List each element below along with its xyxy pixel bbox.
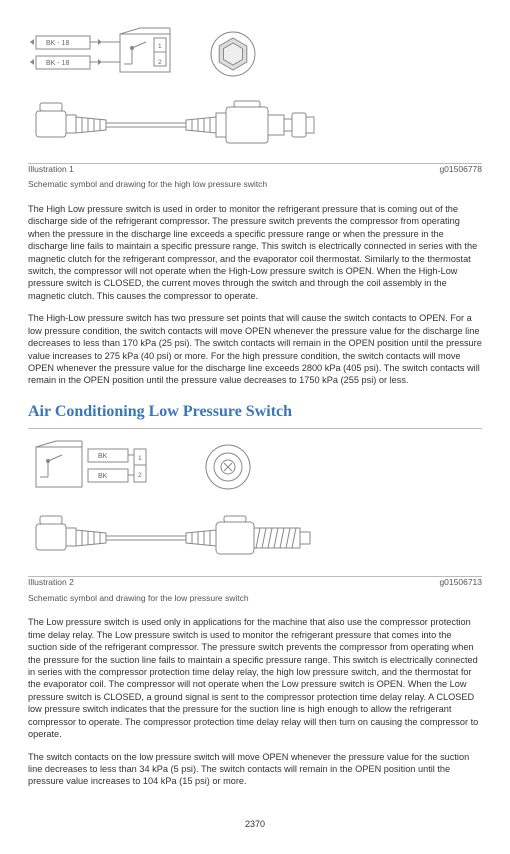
figure-2-drawing-svg: [28, 502, 328, 572]
fig2-pin-1: 1: [138, 455, 142, 462]
fig1-pin-1: 1: [158, 43, 162, 50]
paragraph-1: The High Low pressure switch is used in …: [28, 203, 482, 302]
fig1-drawing-id: g01506778: [439, 164, 482, 175]
fig1-pin-2: 2: [158, 59, 162, 66]
fig2-bk-label-2: BK: [98, 473, 108, 480]
fig2-illustration-label: Illustration 2: [28, 577, 74, 588]
paragraph-4: The switch contacts on the low pressure …: [28, 751, 482, 788]
fig2-caption: Schematic symbol and drawing for the low…: [28, 593, 482, 604]
fig1-caption: Schematic symbol and drawing for the hig…: [28, 179, 482, 190]
figure-1-drawing-svg: [28, 89, 328, 159]
paragraph-2: The High-Low pressure switch has two pre…: [28, 312, 482, 387]
fig1-bk-label-2: BK - 18: [46, 60, 69, 67]
figure-1-schematic-area: BK - 18 BK - 18 1 2: [28, 24, 482, 164]
figure-1-schematic-svg: BK - 18 BK - 18 1 2: [28, 24, 288, 89]
figure-2-schematic-area: BK BK 1 2: [28, 437, 482, 577]
section-title: Air Conditioning Low Pressure Switch: [28, 401, 482, 423]
figure-2-schematic-svg: BK BK 1 2: [28, 437, 288, 502]
page-number: 2370: [28, 818, 482, 830]
section-rule: [28, 428, 482, 429]
fig2-bk-label-1: BK: [98, 453, 108, 460]
fig1-illustration-label: Illustration 1: [28, 164, 74, 175]
fig1-bk-label-1: BK - 18: [46, 40, 69, 47]
fig2-drawing-id: g01506713: [439, 577, 482, 588]
fig2-pin-2: 2: [138, 472, 142, 479]
